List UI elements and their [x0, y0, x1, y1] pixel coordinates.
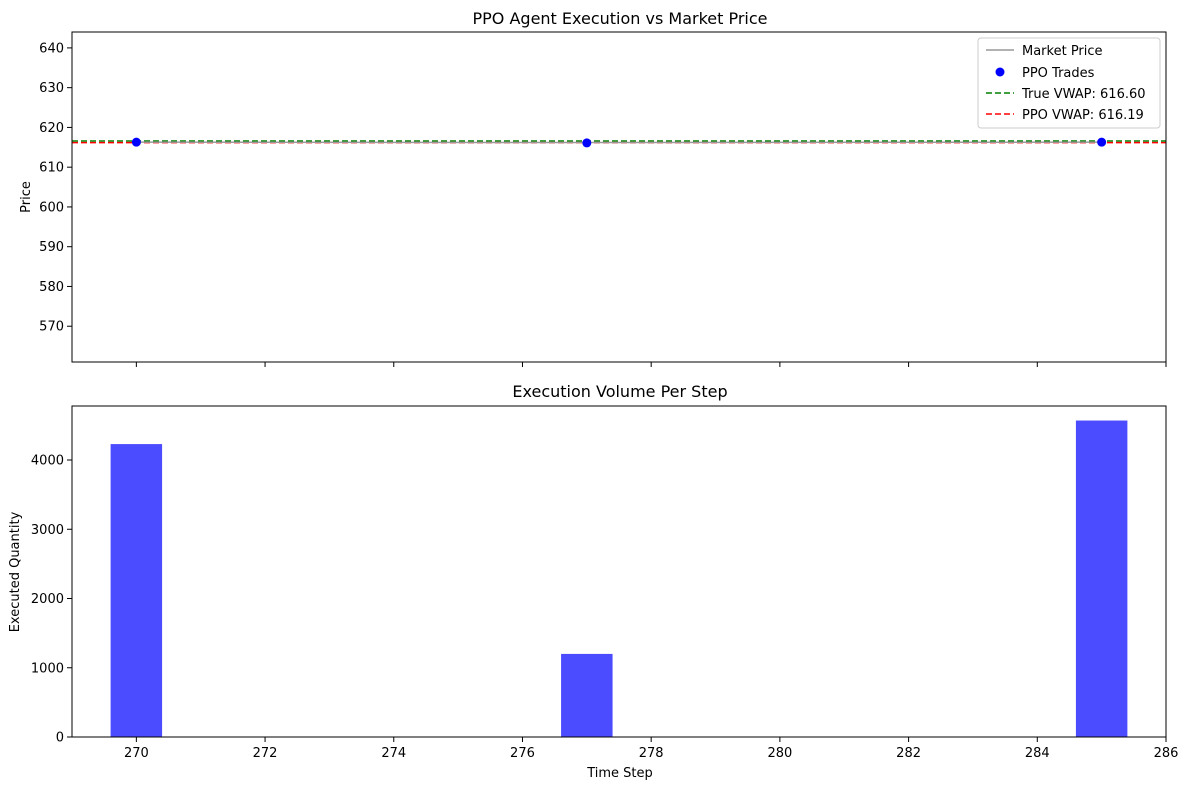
volume-y-tick-label: 0 — [56, 731, 64, 746]
volume-x-tick-label: 274 — [381, 746, 406, 761]
volume-x-tick-label: 286 — [1154, 746, 1179, 761]
price-y-tick-label: 610 — [39, 161, 64, 176]
ppo-trade-point — [1097, 137, 1107, 147]
price-y-tick-label: 570 — [39, 320, 64, 335]
price-chart-title: PPO Agent Execution vs Market Price — [472, 9, 767, 28]
legend-true-vwap-label: True VWAP: 616.60 — [1021, 87, 1146, 102]
volume-x-tick-label: 270 — [124, 746, 149, 761]
legend-ppo-trades-label: PPO Trades — [1022, 66, 1095, 81]
price-y-tick-label: 640 — [39, 41, 64, 56]
volume-panel: Execution Volume Per Step Executed Quant… — [8, 382, 1178, 781]
price-legend: Market Price PPO Trades True VWAP: 616.6… — [977, 37, 1161, 129]
price-y-axis-label: Price — [19, 181, 34, 213]
volume-y-ticks: 0 1000 2000 3000 4000 — [31, 454, 72, 746]
price-plot-area — [72, 137, 1166, 148]
price-axes-frame — [71, 31, 1167, 363]
legend-ppo-vwap-label: PPO VWAP: 616.19 — [1022, 108, 1144, 123]
price-y-tick-label: 580 — [39, 280, 64, 295]
volume-bar — [1075, 420, 1128, 737]
price-y-tick-label: 590 — [39, 240, 64, 255]
ppo-trade-point — [131, 137, 141, 147]
volume-y-axis-label: Executed Quantity — [8, 511, 23, 632]
volume-y-tick-label: 1000 — [31, 661, 64, 676]
legend-market-price-label: Market Price — [1022, 44, 1103, 59]
volume-x-tick-label: 272 — [253, 746, 278, 761]
volume-x-tick-label: 276 — [510, 746, 535, 761]
volume-y-tick-label: 3000 — [31, 523, 64, 538]
price-y-tick-label: 620 — [39, 121, 64, 136]
legend-ppo-trades-marker-swatch — [995, 67, 1005, 77]
volume-axes-frame — [71, 405, 1167, 738]
price-y-tick-label: 630 — [39, 81, 64, 96]
volume-x-ticks: 270 272 274 276 278 280 282 284 286 — [124, 737, 1178, 761]
volume-bar — [561, 653, 613, 737]
price-x-ticks — [135, 362, 1167, 367]
volume-x-tick-label: 284 — [1025, 746, 1050, 761]
legend-box — [977, 37, 1161, 129]
price-y-tick-label: 600 — [39, 200, 64, 215]
volume-x-axis-label: Time Step — [586, 766, 653, 781]
volume-x-tick-label: 280 — [767, 746, 792, 761]
volume-plot-area — [110, 420, 1128, 737]
volume-y-tick-label: 4000 — [31, 454, 64, 469]
volume-y-tick-label: 2000 — [31, 592, 64, 607]
volume-bar — [110, 444, 163, 737]
price-panel: PPO Agent Execution vs Market Price Pric… — [19, 9, 1167, 367]
volume-chart-title: Execution Volume Per Step — [512, 382, 727, 401]
price-y-ticks: 570 580 590 600 610 620 630 640 — [39, 41, 72, 335]
ppo-trade-point — [582, 138, 592, 148]
volume-x-tick-label: 278 — [639, 746, 664, 761]
volume-x-tick-label: 282 — [896, 746, 921, 761]
